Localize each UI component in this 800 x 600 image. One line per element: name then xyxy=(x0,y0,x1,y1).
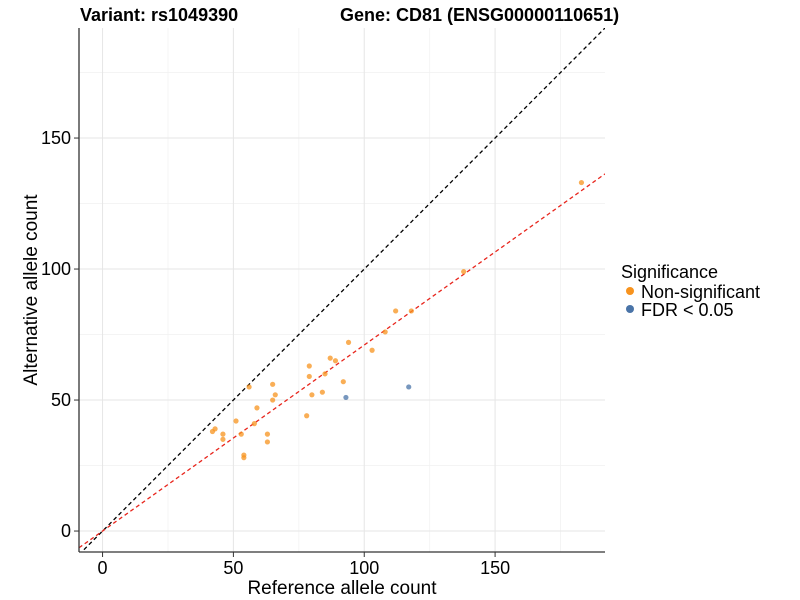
legend-swatch-fdr xyxy=(626,305,634,313)
y-axis-ticks: 0 50 100 150 xyxy=(41,128,79,541)
legend-label-fdr: FDR < 0.05 xyxy=(641,300,734,320)
legend-title: Significance xyxy=(621,262,718,282)
data-point xyxy=(343,394,349,401)
data-point xyxy=(264,431,271,437)
legend-swatch-non-significant xyxy=(626,287,634,295)
x-tick-label: 0 xyxy=(98,558,108,578)
fit-line xyxy=(79,173,605,549)
legend-label-non-significant: Non-significant xyxy=(641,282,760,302)
x-axis-ticks: 0 50 100 150 xyxy=(98,552,510,578)
data-point xyxy=(246,384,252,390)
data-point xyxy=(369,347,375,353)
data-point xyxy=(461,269,467,275)
data-point xyxy=(382,329,388,335)
data-point xyxy=(220,431,226,437)
x-tick-label: 50 xyxy=(223,558,243,578)
y-tick-label: 150 xyxy=(41,128,71,148)
y-tick-label: 100 xyxy=(41,259,71,279)
data-point xyxy=(322,371,328,377)
data-point xyxy=(220,436,226,442)
data-point xyxy=(233,418,239,424)
data-point xyxy=(254,405,260,411)
data-point xyxy=(319,389,325,395)
data-point xyxy=(212,426,218,432)
data-point xyxy=(406,384,412,390)
chart-title-variant: Variant: rs1049390 xyxy=(80,5,238,25)
identity-line xyxy=(80,28,605,552)
data-point xyxy=(270,397,276,403)
data-point xyxy=(251,421,257,427)
chart-title-gene: Gene: CD81 (ENSG00000110651) xyxy=(340,5,619,25)
data-point xyxy=(332,358,339,364)
legend: Significance Non-significant FDR < 0.05 xyxy=(621,262,760,320)
data-point xyxy=(309,392,315,398)
y-axis-title: Alternative allele count xyxy=(21,194,42,386)
data-point xyxy=(304,413,310,419)
data-point xyxy=(238,431,244,437)
data-point xyxy=(327,355,333,361)
x-tick-label: 100 xyxy=(349,558,379,578)
data-point xyxy=(393,308,399,314)
y-tick-label: 0 xyxy=(61,521,71,541)
data-point xyxy=(578,179,585,186)
x-tick-label: 150 xyxy=(480,558,510,578)
data-point xyxy=(306,373,312,380)
y-tick-label: 50 xyxy=(51,390,71,410)
grid-major xyxy=(79,28,605,552)
data-point xyxy=(340,379,346,385)
x-axis-title: Reference allele count xyxy=(247,578,437,599)
data-point xyxy=(306,363,312,369)
data-point xyxy=(272,392,278,398)
data-point xyxy=(345,339,352,345)
data-point xyxy=(270,381,276,387)
grid-minor xyxy=(79,28,605,552)
data-point xyxy=(264,439,271,445)
data-points xyxy=(209,179,585,461)
reference-lines xyxy=(79,28,605,552)
data-point xyxy=(241,455,247,461)
data-point xyxy=(408,308,414,314)
